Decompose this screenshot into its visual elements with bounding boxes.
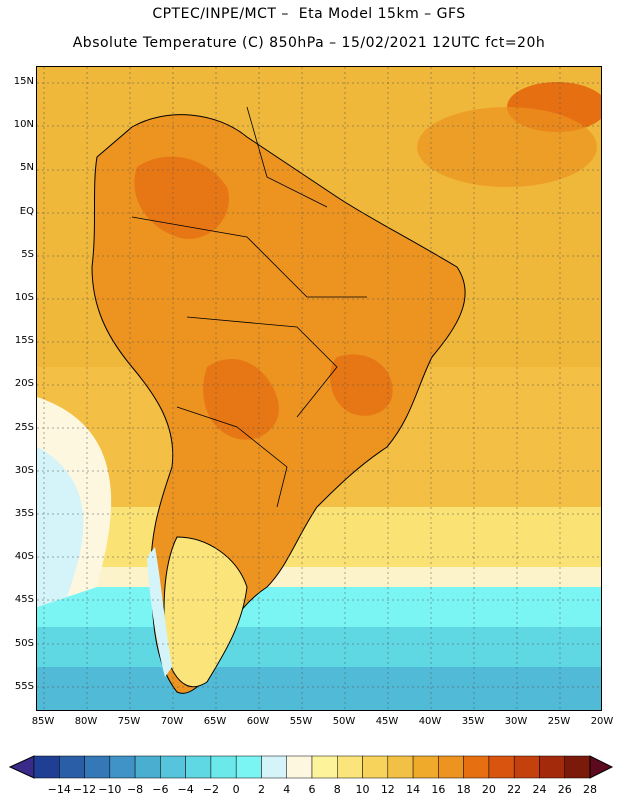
colorbar-low-arrow — [8, 755, 35, 779]
colorbar-swatch — [412, 755, 439, 779]
colorbar — [8, 755, 614, 779]
colorbar-tick-label: −12 — [72, 783, 97, 796]
colorbar-swatch — [160, 755, 186, 779]
colorbar-tick-label: 20 — [481, 783, 496, 796]
colorbar-swatch — [109, 755, 136, 779]
colorbar-swatch — [286, 755, 313, 779]
colorbar-tick-label: 2 — [257, 783, 265, 796]
colorbar-tick-label: 8 — [333, 783, 341, 796]
colorbar-swatch — [337, 755, 363, 779]
lat-tick-label: 40S — [14, 551, 34, 563]
lon-tick-label: 30W — [504, 716, 528, 727]
colorbar-swatch — [539, 755, 565, 779]
lat-tick-label: 10S — [14, 292, 34, 303]
lon-tick-label: 35W — [461, 716, 485, 727]
colorbar-tick-label: −6 — [152, 783, 169, 796]
lat-tick-label: 15N — [13, 76, 34, 87]
colorbar-swatch — [261, 755, 287, 779]
lat-tick-label: 25S — [14, 421, 34, 433]
pacific-cold-core — [37, 447, 84, 607]
colorbar-tick-label: 28 — [583, 783, 597, 796]
colorbar-tick-label: 0 — [232, 783, 240, 796]
lat-tick-label: 35S — [14, 508, 34, 519]
colorbar-swatch — [311, 755, 338, 779]
lat-tick-label: 50S — [14, 637, 34, 649]
colorbar-swatch — [387, 755, 414, 779]
colorbar-swatch — [438, 755, 464, 779]
lat-tick-label: 5S — [21, 248, 34, 260]
warm-patch-atlantic — [417, 107, 597, 187]
lat-tick-label: 20S — [14, 378, 34, 390]
colorbar-swatch — [488, 755, 515, 779]
graticule — [37, 67, 601, 710]
lon-tick-label: 45W — [375, 716, 399, 727]
land-hot-patch-2 — [203, 358, 279, 440]
country-border — [186, 316, 338, 418]
lon-tick-label: 60W — [246, 716, 270, 727]
field-band-coldest — [37, 667, 601, 710]
lon-tick-label: 55W — [289, 716, 313, 727]
lat-tick-label: 15S — [14, 335, 34, 347]
colorbar-swatch — [564, 755, 591, 779]
colorbar-tick-label: 12 — [380, 783, 395, 796]
andes-cold-strip — [147, 547, 172, 677]
colorbar-tick-label: 16 — [431, 783, 446, 796]
country-border — [246, 106, 328, 208]
lon-tick-label: 85W — [31, 716, 55, 727]
colorbar-tick-label: 18 — [456, 783, 471, 796]
colorbar-tick-label: 6 — [308, 783, 316, 796]
colorbar-swatch — [185, 755, 212, 779]
colorbar-tick-label: 10 — [355, 783, 370, 796]
map-canvas — [37, 67, 601, 710]
country-border — [176, 406, 288, 508]
colorbar-tick-label: 24 — [532, 783, 547, 796]
colorbar-swatch — [210, 755, 237, 779]
lon-tick-label: 75W — [117, 716, 141, 727]
lon-tick-label: 25W — [547, 716, 571, 727]
colorbar-tick-label: −10 — [98, 783, 122, 796]
colorbar-swatch — [134, 755, 161, 779]
colorbar-tick-label: 4 — [283, 783, 291, 796]
colorbar-swatch — [33, 755, 60, 779]
colorbar-swatch — [463, 755, 490, 779]
colorbar-swatch — [84, 755, 111, 779]
lon-tick-label: 65W — [203, 716, 227, 727]
colorbar-tick-label: −8 — [126, 783, 144, 796]
colorbar-high-arrow — [589, 755, 614, 779]
lat-tick-label: EQ — [19, 205, 34, 217]
southern-land-cool — [163, 536, 248, 688]
colorbar-tick-label: −2 — [202, 783, 220, 796]
land-hot-patch-3 — [330, 354, 393, 416]
lat-tick-label: 30S — [14, 464, 34, 476]
lat-tick-label: 10N — [13, 119, 34, 131]
lat-tick-label: 55S — [14, 680, 34, 692]
header-title-line1: CPTEC/INPE/MCT – Eta Model 15km – GFS — [152, 6, 466, 22]
colorbar-swatch — [513, 755, 540, 779]
colorbar-swatch — [59, 755, 85, 779]
lat-tick-label: 5N — [20, 162, 34, 174]
lat-tick-label: 45S — [14, 594, 34, 606]
temperature-map — [36, 66, 602, 711]
lon-tick-label: 20W — [590, 716, 614, 727]
land-hot-patch-1 — [134, 156, 229, 239]
colorbar-swatch — [362, 755, 389, 779]
lon-tick-label: 40W — [418, 716, 442, 727]
lon-tick-label: 80W — [74, 716, 98, 727]
colorbar-tick-label: 26 — [557, 783, 572, 796]
lon-tick-label: 50W — [332, 716, 356, 727]
colorbar-tick-label: 22 — [507, 783, 522, 796]
country-border — [131, 216, 367, 298]
lon-tick-label: 70W — [160, 716, 184, 727]
colorbar-tick-label: −14 — [47, 783, 71, 796]
header-title-line2: Absolute Temperature (C) 850hPa – 15/02/… — [72, 35, 546, 51]
colorbar-tick-label: 14 — [406, 783, 421, 796]
colorbar-swatch — [235, 755, 262, 779]
colorbar-tick-label: −4 — [177, 783, 194, 796]
